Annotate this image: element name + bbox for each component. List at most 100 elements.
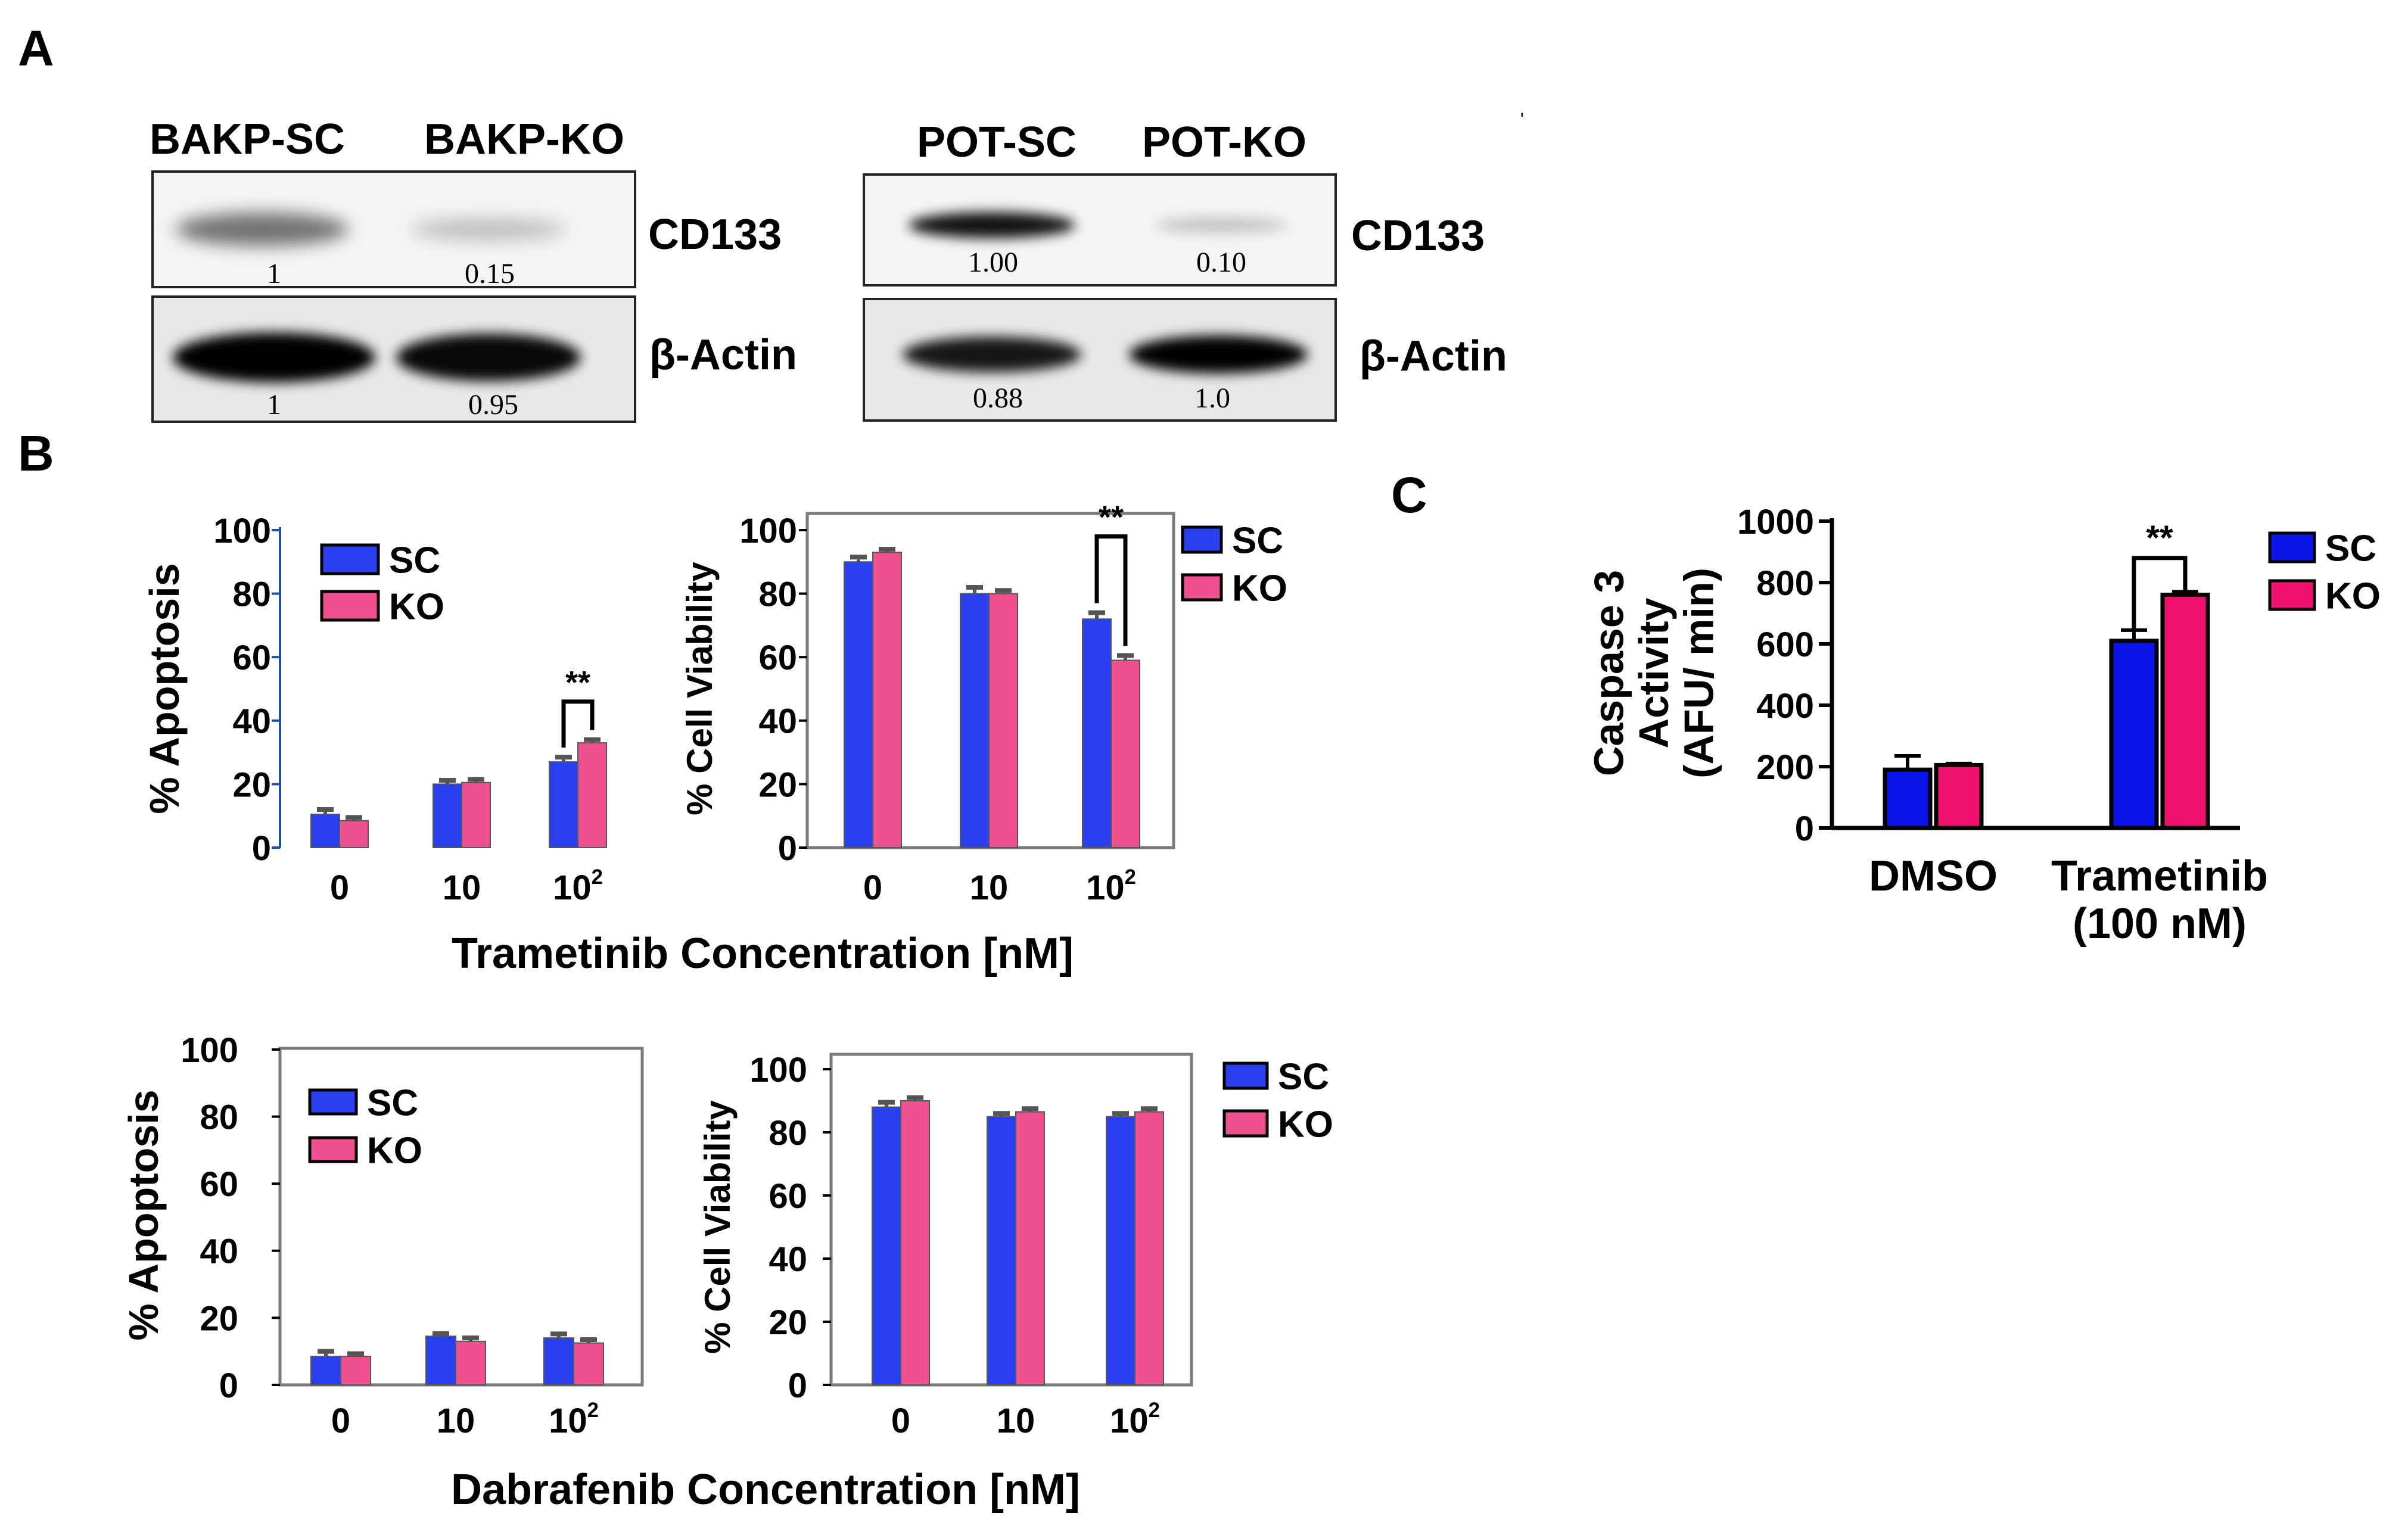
x-tick-label: 0	[863, 868, 882, 907]
bar-ko	[988, 593, 1018, 848]
bar-ko	[2160, 593, 2210, 830]
significance-bracket	[1094, 534, 1128, 646]
y-tick-label: 20	[200, 1299, 238, 1338]
y-tick-label: 100	[749, 1051, 807, 1089]
y-tick-label: 60	[232, 639, 271, 677]
y-tick-label: 100	[213, 512, 271, 550]
blot-band	[176, 213, 349, 246]
y-axis-title: Activity	[1631, 598, 1677, 749]
x-tick-superscript: 2	[1149, 1399, 1160, 1422]
x-axis-title-trametinib: Trametinib Concentration [nM]	[452, 930, 1074, 977]
x-tick-label: 102	[1086, 865, 1136, 907]
band-value: 0.15	[465, 258, 515, 289]
legend-swatch-ko	[308, 1136, 358, 1163]
x-tick-label: Trametinib	[2051, 852, 2268, 900]
y-tick-label: 80	[769, 1114, 807, 1153]
blot-band	[173, 332, 375, 382]
x-axis-title-dabrafenib: Dabrafenib Concentration [nM]	[451, 1466, 1080, 1514]
bar-sc	[844, 561, 873, 848]
legend-label: KO	[1278, 1104, 1333, 1145]
bar-sc	[2109, 639, 2159, 830]
x-tick-label: 10	[443, 868, 481, 907]
x-tick-superscript: 2	[592, 865, 603, 889]
y-tick-label: 0	[778, 829, 797, 868]
y-tick-label: 40	[200, 1232, 238, 1271]
x-tick-label: 0	[330, 868, 349, 907]
y-axis-title: (AFU/ min)	[1676, 568, 1722, 779]
y-tick-label: 40	[232, 702, 271, 741]
legend-swatch-ko	[1222, 1109, 1269, 1138]
x-tick-label: 0	[891, 1402, 910, 1440]
bar-ko	[461, 781, 491, 848]
y-tick-label: 80	[232, 575, 271, 614]
y-tick-label: 0	[1795, 809, 1814, 848]
bar-ko	[573, 1342, 604, 1385]
bar-sc	[310, 1356, 341, 1386]
blot-band	[909, 212, 1075, 238]
y-tick-label: 20	[232, 765, 271, 804]
bar-ko	[339, 820, 369, 848]
legend-swatch-sc	[1181, 525, 1223, 554]
bar-sc	[310, 814, 340, 849]
y-tick-label: 200	[1756, 748, 1814, 787]
blot-band	[903, 337, 1081, 372]
x-tick-label: 0	[331, 1402, 350, 1440]
bar-ko	[1110, 659, 1140, 849]
protein-label: CD133	[648, 211, 782, 259]
legend-swatch-sc	[2268, 531, 2316, 563]
band-value: 1	[267, 389, 281, 421]
western-blot-pot: POT-SC POT-KO 1.00 0.10 CD133 0.88 1.0 β…	[863, 119, 1507, 422]
bar-ko	[1134, 1111, 1164, 1386]
legend-swatch-sc	[1222, 1061, 1269, 1090]
y-tick-label: 20	[769, 1303, 807, 1342]
bar-ko	[455, 1340, 486, 1386]
significance-label: **	[1099, 500, 1124, 535]
band-value: 0.88	[973, 382, 1023, 414]
x-tick-label: 102	[1110, 1399, 1160, 1440]
lane-label: BAKP-SC	[150, 116, 345, 163]
lane-label: POT-SC	[917, 119, 1077, 166]
y-axis-title: % Cell Viability	[680, 562, 720, 815]
y-tick-label: 80	[200, 1098, 238, 1137]
y-tick-label: 40	[758, 702, 797, 741]
legend-label: KO	[367, 1130, 422, 1171]
legend-label: KO	[2325, 575, 2381, 617]
y-tick-label: 0	[788, 1366, 807, 1405]
legend-label: SC	[2325, 528, 2376, 569]
bar-sc	[1106, 1116, 1135, 1385]
legend-swatch-ko	[320, 590, 380, 622]
legend-label: KO	[389, 586, 444, 627]
y-tick-label: 60	[758, 639, 797, 677]
x-tick-label: 10	[437, 1402, 475, 1440]
y-tick-label: 600	[1756, 625, 1814, 664]
x-tick-superscript: 2	[587, 1399, 599, 1422]
bar-sc	[872, 1106, 901, 1385]
x-tick-label: 10	[970, 868, 1009, 907]
significance-bracket	[2132, 556, 2188, 630]
x-tick-label-line2: (100 nM)	[2073, 900, 2247, 948]
stray-mark: '	[1520, 110, 1524, 129]
band-value: 1.0	[1194, 382, 1230, 414]
lane-label: BAKP-KO	[424, 116, 624, 163]
protein-label: β-Actin	[649, 331, 797, 379]
y-tick-label: 0	[219, 1366, 238, 1405]
blot-band	[411, 217, 566, 241]
legend-swatch-ko	[1181, 573, 1223, 602]
band-value: 1	[267, 258, 281, 289]
x-tick-label: 10	[997, 1402, 1035, 1440]
x-tick-label: 102	[549, 1399, 599, 1440]
bar-sc	[1082, 618, 1112, 848]
legend-swatch-ko	[2268, 579, 2316, 611]
significance-label: **	[565, 665, 590, 700]
x-tick-superscript: 2	[1125, 865, 1136, 889]
x-tick-label: 102	[553, 865, 603, 907]
blot-band	[1129, 335, 1308, 373]
legend-swatch-sc	[320, 543, 380, 575]
y-tick-label: 60	[200, 1165, 238, 1204]
lane-label: POT-KO	[1142, 119, 1306, 166]
chart-trametinib-viability: 0 20 40 60 80 100 % Cell Viability 0 10 102 ** SC KO	[680, 500, 1287, 907]
blot-band	[396, 334, 581, 381]
x-tick-label: DMSO	[1869, 852, 1998, 900]
chart-caspase3-activity: 0 200 400 600 800 1000 Caspase 3Activity(AFU/ …	[1585, 503, 2381, 948]
